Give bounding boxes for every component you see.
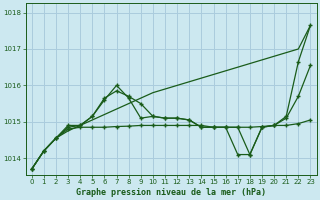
X-axis label: Graphe pression niveau de la mer (hPa): Graphe pression niveau de la mer (hPa) <box>76 188 266 197</box>
